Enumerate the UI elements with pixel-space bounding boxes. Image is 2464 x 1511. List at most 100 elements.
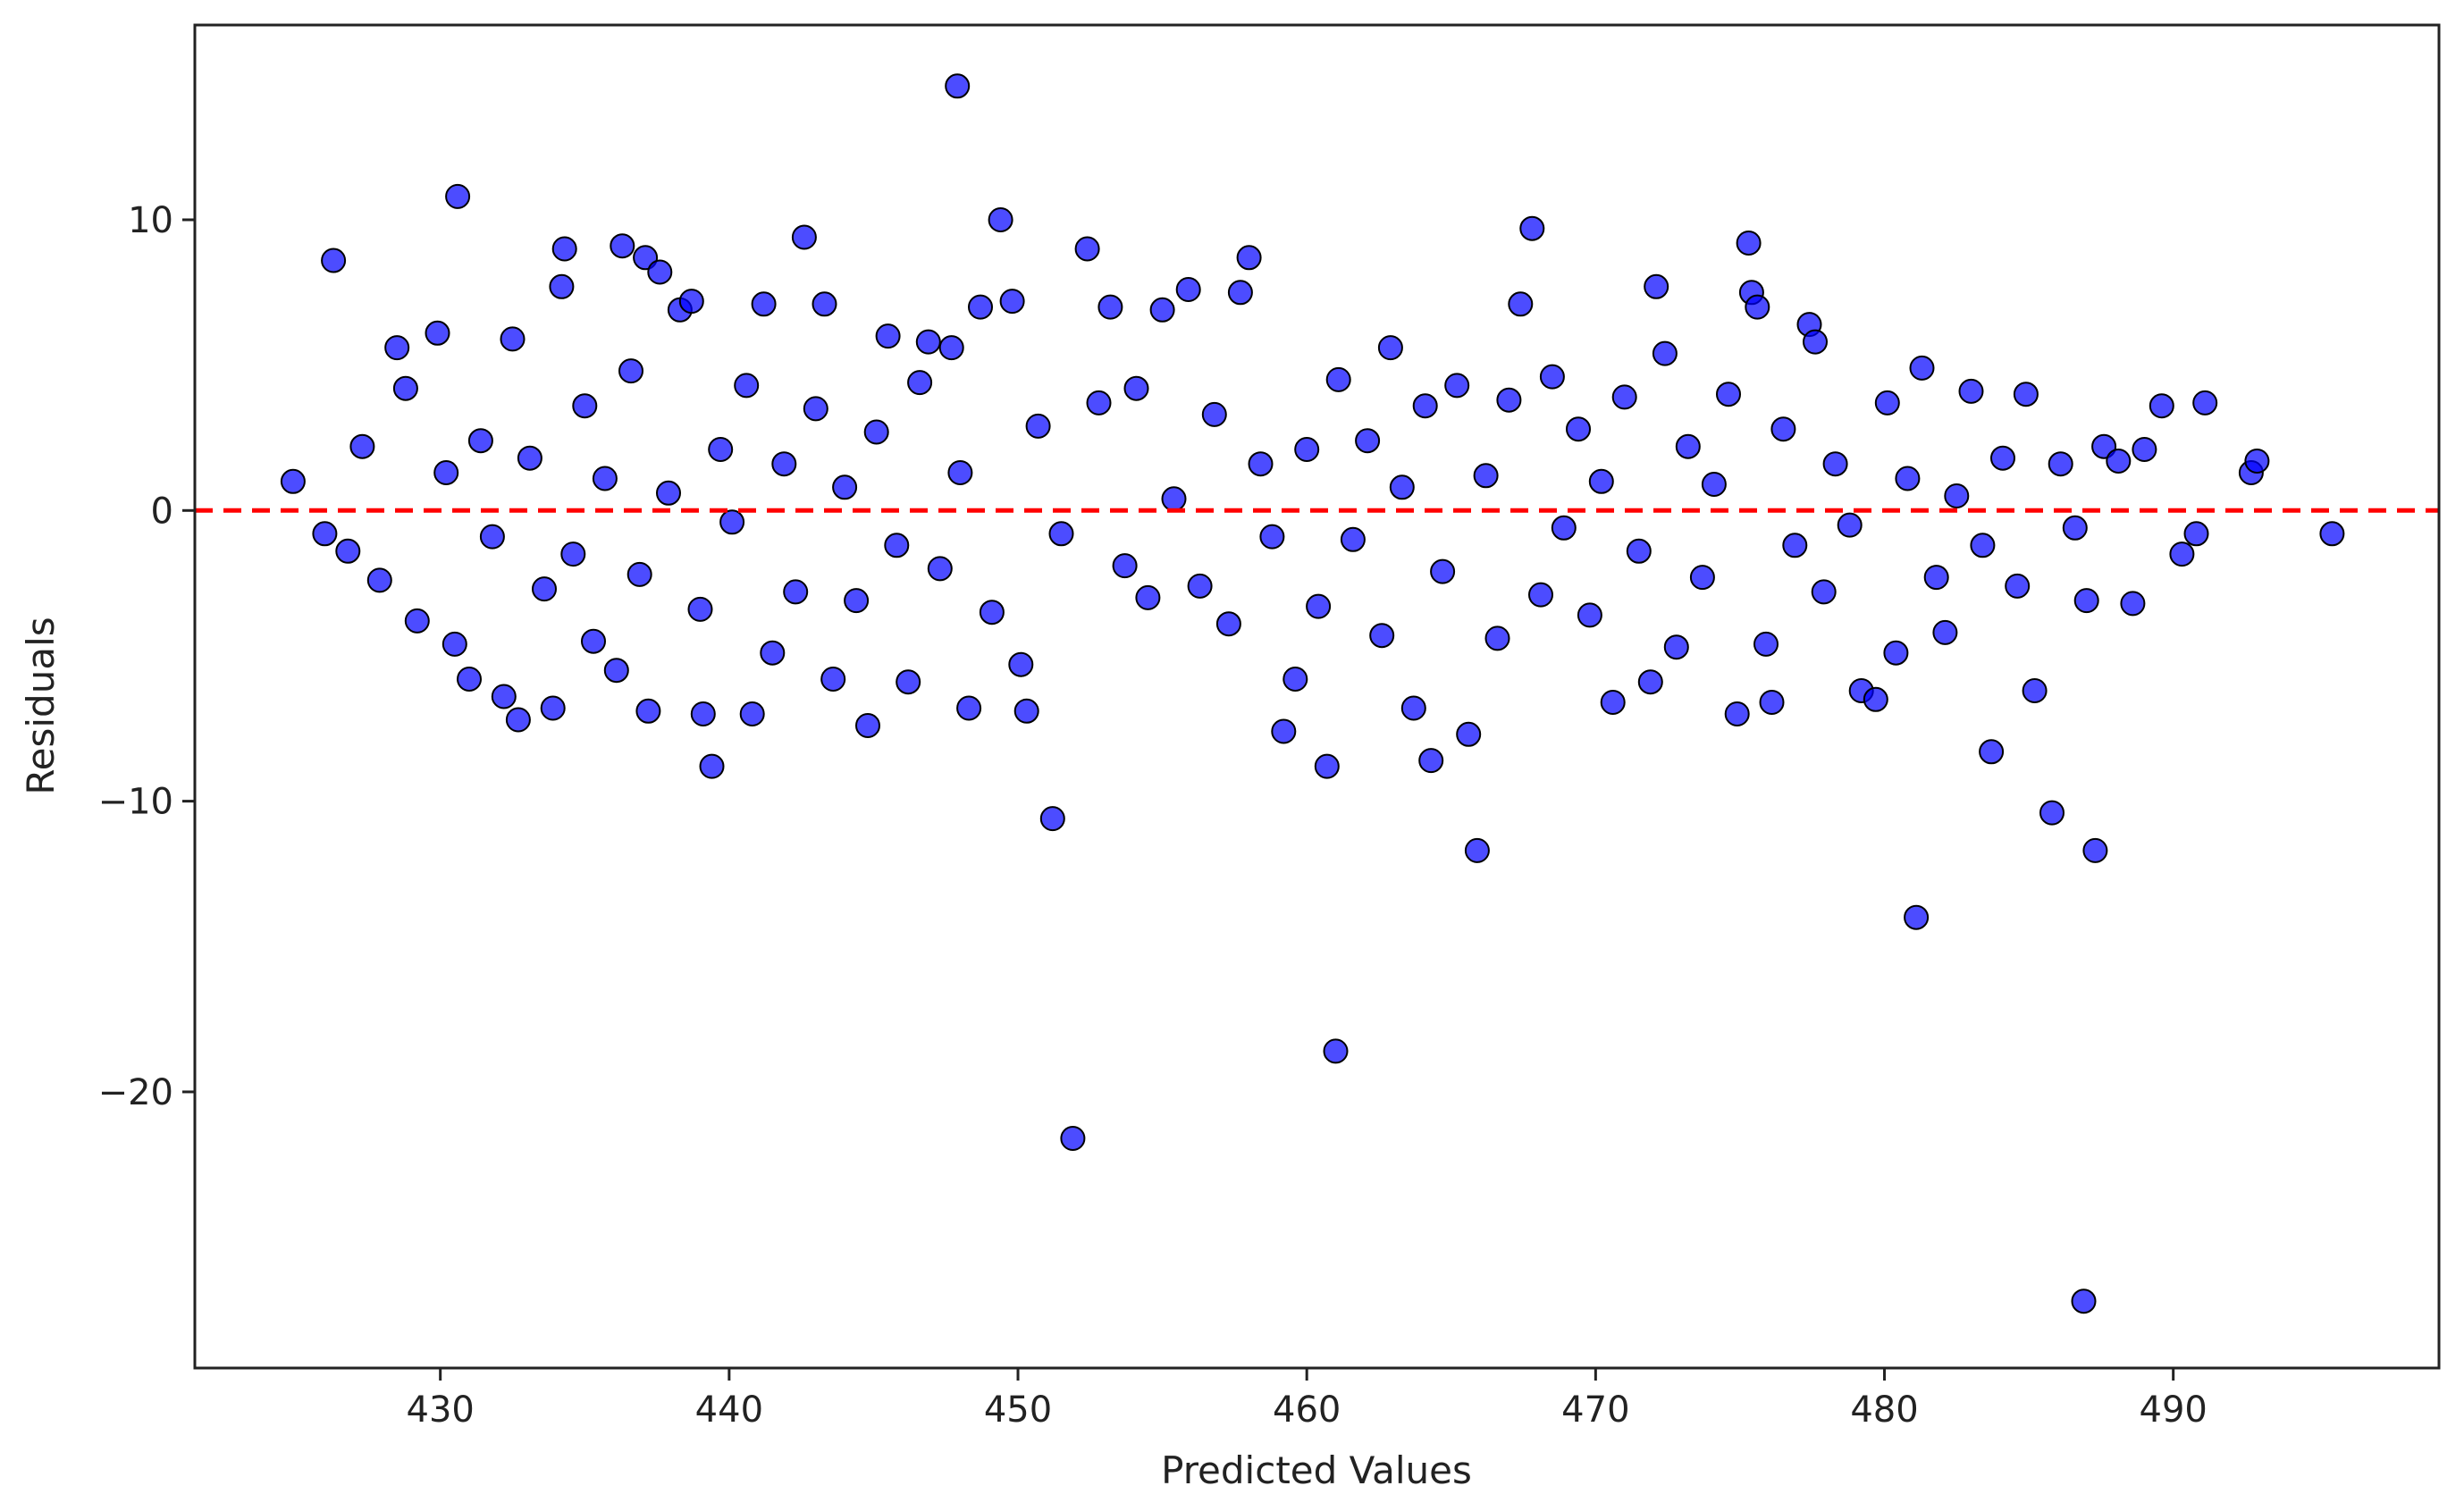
scatter-point xyxy=(1123,375,1149,401)
scatter-point xyxy=(1759,690,1785,715)
scatter-point xyxy=(1025,413,1051,439)
scatter-point xyxy=(1689,565,1715,591)
scatter-point xyxy=(610,233,635,259)
scatter-point xyxy=(2071,1289,2097,1314)
scatter-point xyxy=(1473,463,1499,489)
scatter-point xyxy=(803,396,828,422)
scatter-point xyxy=(1464,837,1490,863)
scatter-point xyxy=(1958,378,1984,404)
scatter-point xyxy=(1377,335,1403,361)
scatter-point xyxy=(1837,512,1863,538)
scatter-point xyxy=(1271,718,1297,744)
scatter-point xyxy=(863,419,889,445)
scatter-point xyxy=(1282,667,1308,692)
scatter-point xyxy=(2319,521,2345,547)
y-tick-label: −20 xyxy=(98,1072,173,1113)
scatter-point xyxy=(392,375,418,401)
scatter-point xyxy=(1626,538,1652,564)
scatter-point xyxy=(467,428,493,454)
scatter-point xyxy=(1444,373,1470,399)
x-tick-label: 450 xyxy=(984,1389,1052,1431)
scatter-point xyxy=(1539,364,1565,390)
scatter-point xyxy=(491,684,517,709)
scatter-point xyxy=(783,579,809,605)
scatter-point xyxy=(321,248,347,273)
scatter-point xyxy=(915,329,941,355)
scatter-point xyxy=(719,509,745,535)
scatter-point xyxy=(1753,631,1779,657)
scatter-point xyxy=(1566,416,1591,442)
scatter-point xyxy=(1551,515,1577,541)
scatter-point xyxy=(1248,451,1274,477)
scatter-point xyxy=(656,480,681,506)
scatter-point xyxy=(1932,619,1958,645)
points-layer xyxy=(280,73,2345,1314)
scatter-point xyxy=(2013,382,2039,407)
scatter-point xyxy=(1883,640,1909,666)
scatter-point xyxy=(1389,474,1415,500)
scatter-point xyxy=(938,335,964,361)
scatter-point xyxy=(791,224,817,250)
scatter-point xyxy=(1340,526,1366,552)
scatter-point xyxy=(1086,390,1112,416)
scatter-point xyxy=(1048,521,1074,547)
plot-frame xyxy=(193,23,2441,1370)
scatter-point xyxy=(1782,533,1808,558)
y-tick-label: −10 xyxy=(98,782,173,823)
scatter-point xyxy=(1979,739,2005,765)
scatter-point xyxy=(844,588,870,614)
scatter-point xyxy=(1528,582,1553,608)
scatter-point xyxy=(1013,698,1039,724)
scatter-point xyxy=(445,183,471,209)
scatter-point xyxy=(1097,294,1123,320)
scatter-point xyxy=(1588,468,1614,494)
scatter-point xyxy=(1811,579,1837,605)
scatter-point xyxy=(988,207,1013,232)
scatter-point xyxy=(2048,451,2073,477)
scatter-point xyxy=(739,701,765,726)
scatter-point xyxy=(1770,416,1796,442)
scatter-point xyxy=(855,713,880,738)
scatter-point xyxy=(1369,623,1395,649)
scatter-point xyxy=(1412,393,1438,419)
scatter-point xyxy=(425,320,450,346)
scatter-point xyxy=(1187,573,1213,599)
scatter-point xyxy=(699,753,725,779)
scatter-point xyxy=(678,289,704,315)
scatter-point xyxy=(1863,686,1888,712)
scatter-point xyxy=(947,460,973,485)
scatter-point xyxy=(603,658,629,684)
scatter-point xyxy=(540,695,566,721)
scatter-point xyxy=(592,466,618,491)
x-tick-label: 470 xyxy=(1561,1389,1629,1431)
scatter-point xyxy=(1496,387,1522,413)
scatter-point xyxy=(581,628,606,654)
scatter-point xyxy=(1600,690,1626,715)
scatter-point xyxy=(1577,602,1602,628)
scatter-point xyxy=(956,695,982,721)
scatter-point xyxy=(1970,533,1996,558)
scatter-point xyxy=(1923,565,1949,591)
scatter-point xyxy=(968,294,993,320)
x-tick-label: 460 xyxy=(1273,1389,1341,1431)
x-axis-label: Predicted Values xyxy=(1161,1448,1472,1492)
scatter-point xyxy=(760,640,786,666)
scatter-point xyxy=(812,291,837,317)
scatter-point xyxy=(771,451,797,477)
scatter-point xyxy=(896,669,921,695)
scatter-point xyxy=(627,561,652,587)
scatter-point xyxy=(1652,340,1678,366)
scatter-point xyxy=(572,393,598,419)
scatter-point xyxy=(1904,904,1930,930)
scatter-point xyxy=(1215,611,1241,637)
scatter-point xyxy=(1074,236,1100,262)
scatter-point xyxy=(1822,451,1848,477)
scatter-point xyxy=(1430,558,1456,584)
scatter-point xyxy=(1508,291,1534,317)
scatter-point xyxy=(404,608,430,634)
scatter-point xyxy=(517,445,542,471)
scatter-point xyxy=(1227,280,1253,306)
scatter-point xyxy=(1611,384,1637,410)
scatter-point xyxy=(1675,433,1701,459)
